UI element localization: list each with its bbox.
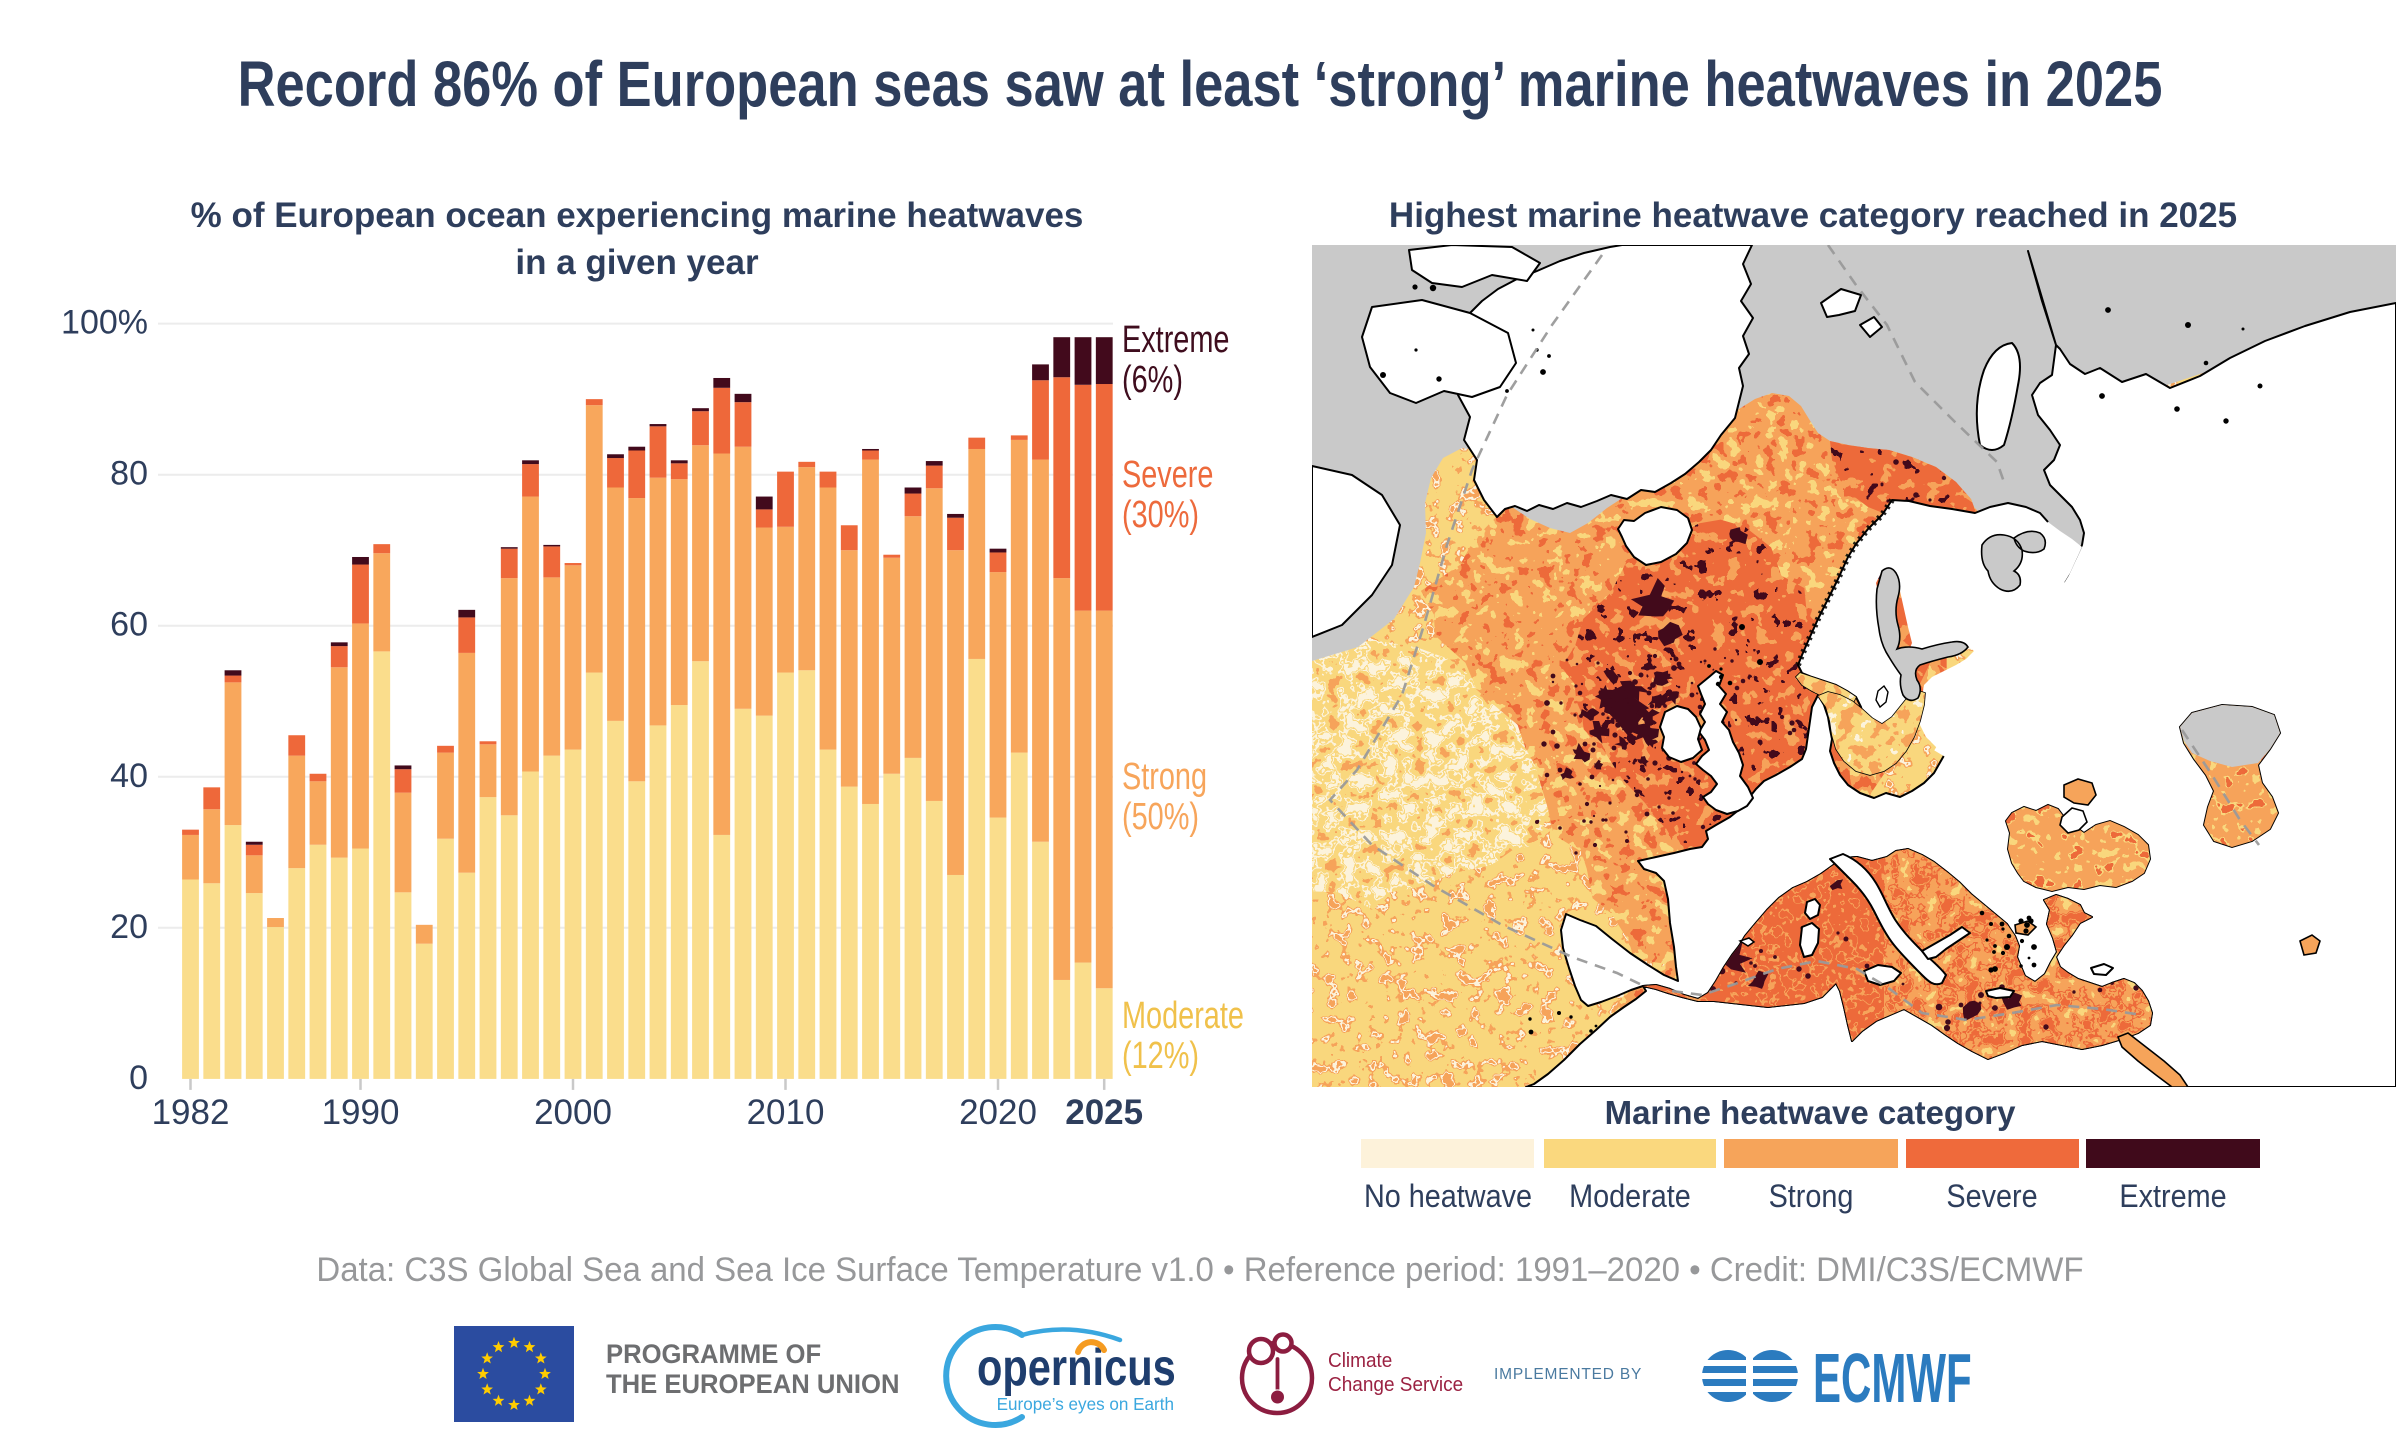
- svg-text:Moderate: Moderate: [1122, 994, 1244, 1037]
- svg-text:60: 60: [110, 606, 148, 644]
- svg-text:opernicus: opernicus: [977, 1338, 1176, 1397]
- svg-text:Strong: Strong: [1769, 1179, 1854, 1215]
- svg-text:1982: 1982: [152, 1093, 230, 1132]
- svg-text:(30%): (30%): [1122, 493, 1199, 536]
- svg-text:2010: 2010: [747, 1093, 825, 1132]
- svg-text:(12%): (12%): [1122, 1034, 1199, 1077]
- svg-text:Europe’s eyes on Earth: Europe’s eyes on Earth: [997, 1394, 1174, 1415]
- svg-text:Marine heatwave category: Marine heatwave category: [1605, 1094, 2016, 1131]
- svg-text:Record 86% of European seas sa: Record 86% of European seas saw at least…: [238, 49, 2163, 120]
- svg-text:THE EUROPEAN UNION: THE EUROPEAN UNION: [606, 1368, 900, 1399]
- svg-text:100%: 100%: [61, 304, 148, 342]
- svg-text:80: 80: [110, 455, 148, 493]
- svg-text:2000: 2000: [534, 1093, 612, 1132]
- svg-text:IMPLEMENTED BY: IMPLEMENTED BY: [1494, 1366, 1642, 1383]
- svg-text:in a given year: in a given year: [515, 243, 759, 282]
- svg-text:Severe: Severe: [1122, 453, 1213, 496]
- svg-text:Moderate: Moderate: [1569, 1179, 1691, 1215]
- svg-text:(6%): (6%): [1122, 358, 1183, 401]
- svg-text:Data: C3S Global Sea and Sea I: Data: C3S Global Sea and Sea Ice Surface…: [316, 1252, 2083, 1290]
- svg-text:Extreme: Extreme: [1122, 318, 1229, 361]
- svg-text:PROGRAMME OF: PROGRAMME OF: [606, 1338, 821, 1369]
- svg-text:Severe: Severe: [1946, 1179, 2037, 1215]
- svg-text:% of European ocean experienci: % of European ocean experiencing marine …: [191, 196, 1084, 235]
- svg-text:Strong: Strong: [1122, 755, 1207, 798]
- svg-text:2020: 2020: [959, 1093, 1037, 1132]
- svg-text:Highest marine heatwave catego: Highest marine heatwave category reached…: [1389, 196, 2237, 235]
- svg-text:20: 20: [110, 908, 148, 946]
- svg-text:2025: 2025: [1065, 1093, 1143, 1132]
- svg-text:0: 0: [129, 1059, 148, 1097]
- svg-text:ECMWF: ECMWF: [1813, 1340, 1972, 1418]
- svg-text:1990: 1990: [322, 1093, 400, 1132]
- svg-text:Climate: Climate: [1328, 1350, 1392, 1373]
- svg-text:Change Service: Change Service: [1328, 1374, 1463, 1397]
- svg-text:40: 40: [110, 757, 148, 795]
- svg-text:(50%): (50%): [1122, 795, 1199, 838]
- svg-text:No heatwave: No heatwave: [1364, 1179, 1532, 1215]
- svg-text:Extreme: Extreme: [2119, 1179, 2226, 1215]
